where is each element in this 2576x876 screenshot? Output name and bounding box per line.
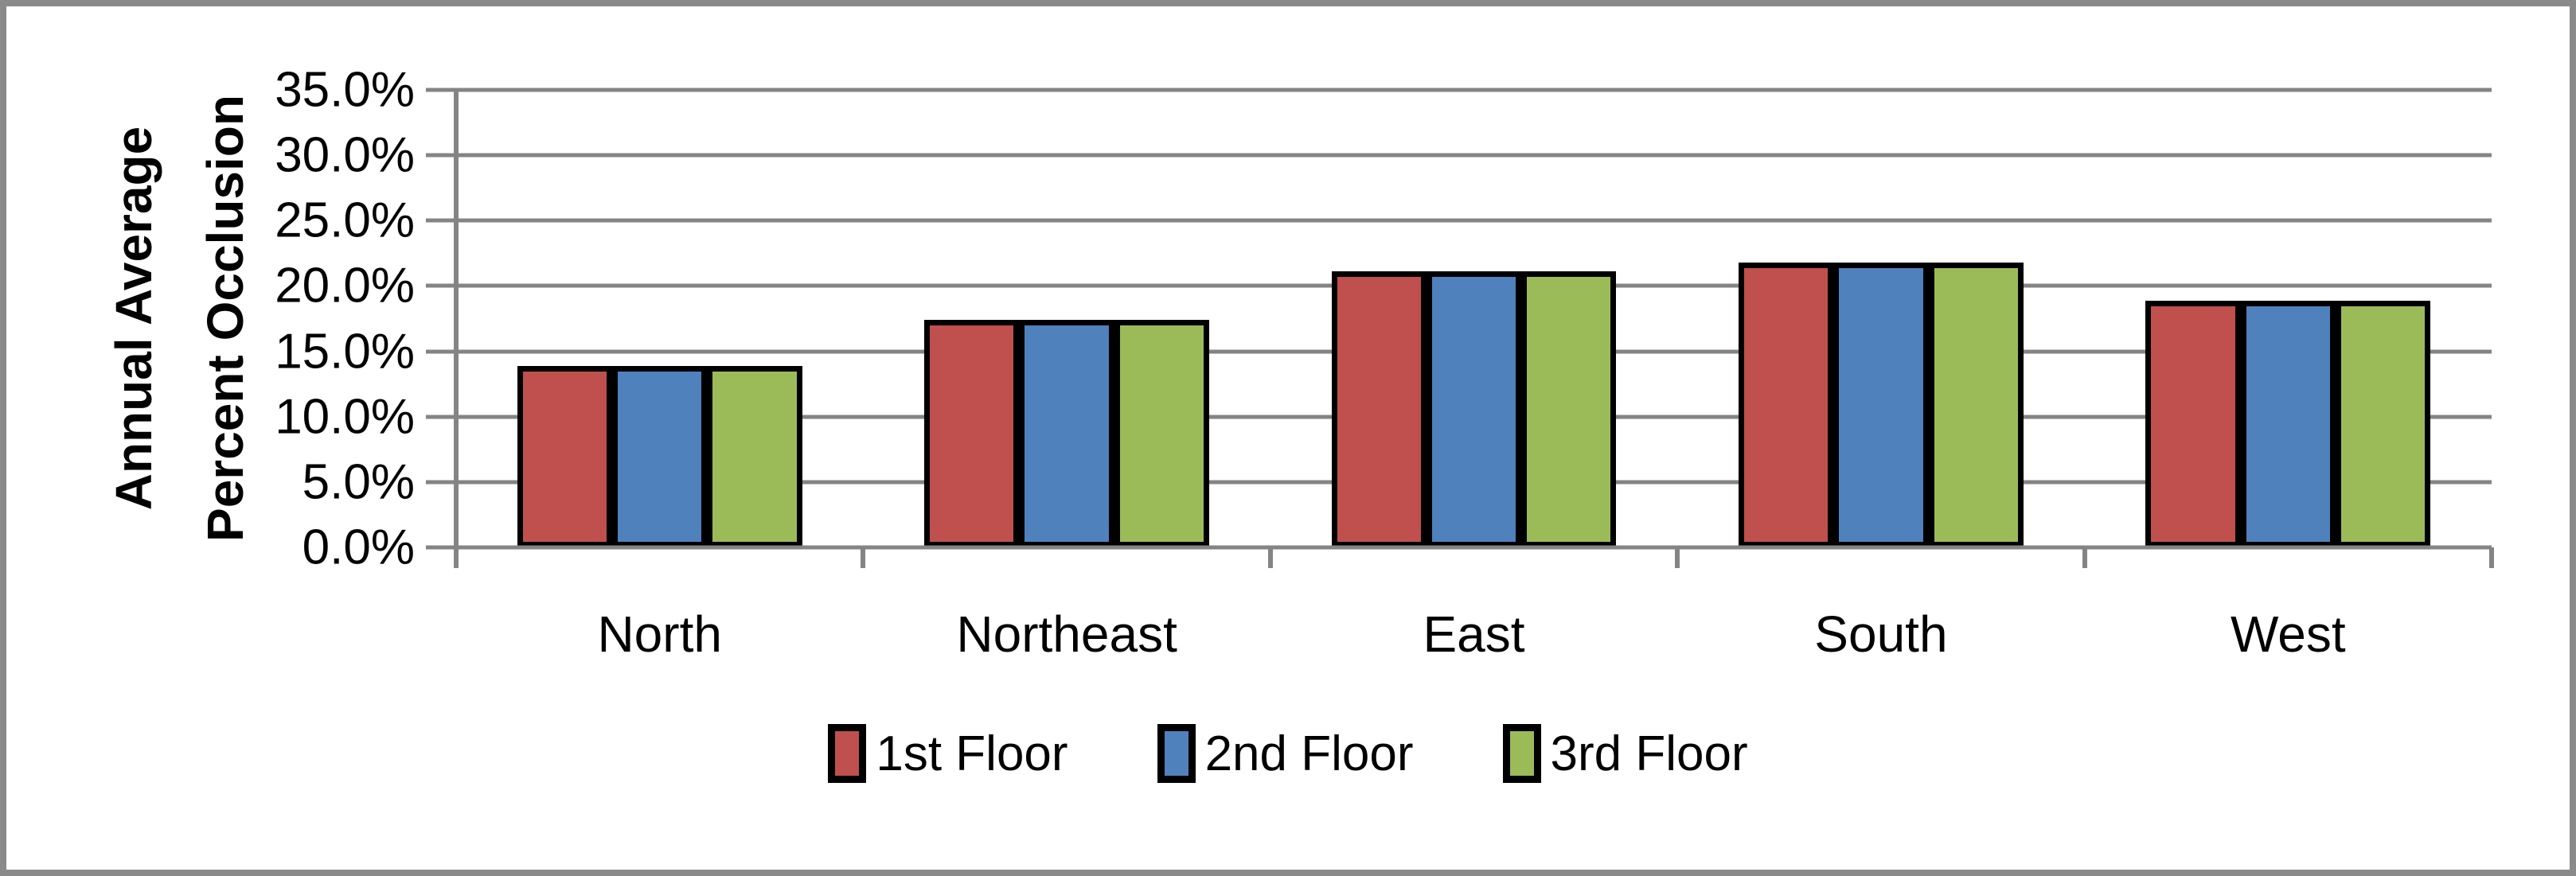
y-tick-label: 25.0% <box>275 193 415 248</box>
y-tick-label: 20.0% <box>275 258 415 313</box>
bar-group-north <box>456 90 863 547</box>
bar-2nd-floor-north <box>612 365 708 547</box>
bar-3rd-floor-west <box>2335 300 2431 547</box>
legend-swatch-1st-floor <box>828 724 867 783</box>
legend-swatch-2nd-floor <box>1157 724 1196 783</box>
y-tick-label: 5.0% <box>302 454 415 510</box>
bar-2nd-floor-northeast <box>1019 320 1114 547</box>
bar-1st-floor-east <box>1331 271 1427 547</box>
bar-1st-floor-north <box>517 365 613 547</box>
gridline <box>426 153 2492 158</box>
y-tick-label: 30.0% <box>275 127 415 183</box>
y-axis-line <box>454 90 459 568</box>
bar-cluster-south <box>1738 90 2024 547</box>
gridline <box>426 88 2492 92</box>
bar-group-west <box>2085 90 2492 547</box>
category-label-south: South <box>1814 605 1948 663</box>
bar-1st-floor-northeast <box>924 320 1020 547</box>
bar-3rd-floor-northeast <box>1114 320 1210 547</box>
category-label-north: North <box>597 605 722 663</box>
bar-1st-floor-south <box>1738 262 1834 547</box>
bar-cluster-east <box>1331 90 1617 547</box>
bar-1st-floor-west <box>2145 300 2241 547</box>
bar-3rd-floor-south <box>1928 262 2024 547</box>
bar-group-south <box>1677 90 2084 547</box>
legend-label-2nd-floor: 2nd Floor <box>1204 726 1414 781</box>
legend-item-1st-floor: 1st Floor <box>828 724 1068 783</box>
bar-3rd-floor-north <box>707 365 802 547</box>
legend-label-1st-floor: 1st Floor <box>876 726 1068 781</box>
bar-cluster-west <box>2145 90 2431 547</box>
bar-cluster-north <box>517 90 802 547</box>
legend: 1st Floor 2nd Floor 3rd Floor <box>6 724 2570 783</box>
category-labels: North Northeast East South West <box>456 547 2492 664</box>
y-tick-label: 0.0% <box>302 520 415 575</box>
category-label-east: East <box>1423 605 1525 663</box>
bar-2nd-floor-south <box>1833 262 1929 547</box>
y-tick-label: 15.0% <box>275 324 415 380</box>
x-axis-tick <box>861 547 866 568</box>
y-tick-label: 35.0% <box>275 62 415 118</box>
legend-item-2nd-floor: 2nd Floor <box>1157 724 1414 783</box>
bar-2nd-floor-east <box>1426 271 1522 547</box>
x-axis-tick <box>1675 547 1680 568</box>
y-axis-tick-labels: 35.0% 30.0% 25.0% 20.0% 15.0% 10.0% 5.0% 0.0% <box>6 63 426 575</box>
x-axis-tick <box>454 547 459 568</box>
category-label-northeast: Northeast <box>956 605 1177 663</box>
bar-group-northeast <box>863 90 1270 547</box>
gridline <box>426 218 2492 223</box>
bar-2nd-floor-west <box>2240 300 2336 547</box>
y-tick-label: 10.0% <box>275 389 415 445</box>
x-axis-tick <box>2082 547 2087 568</box>
legend-label-3rd-floor: 3rd Floor <box>1550 726 1748 781</box>
legend-swatch-3rd-floor <box>1502 724 1541 783</box>
bar-3rd-floor-east <box>1521 271 1617 547</box>
x-axis-line <box>426 545 2492 550</box>
plot-area <box>426 88 2494 568</box>
bar-cluster-northeast <box>924 90 1210 547</box>
x-axis-tick <box>2489 547 2494 568</box>
category-label-west: West <box>2231 605 2346 663</box>
x-axis-tick <box>1267 547 1273 568</box>
bar-group-east <box>1270 90 1677 547</box>
legend-item-3rd-floor: 3rd Floor <box>1502 724 1748 783</box>
